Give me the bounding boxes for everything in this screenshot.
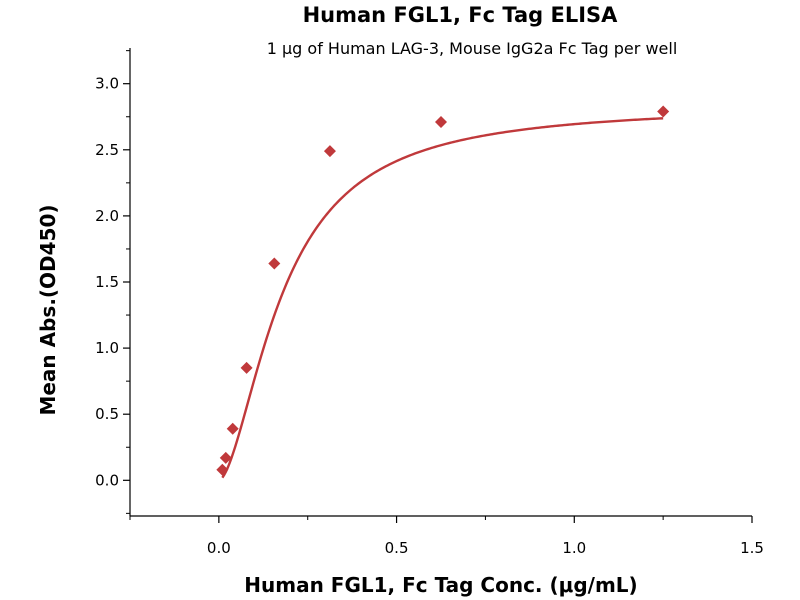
y-tick-label: 0.0 (95, 471, 119, 489)
x-axis-label: Human FGL1, Fc Tag Conc. (μg/mL) (244, 573, 637, 597)
x-tick-label: 0.5 (385, 539, 409, 557)
data-point (216, 463, 229, 476)
data-point (657, 105, 670, 118)
x-ticks: 0.0 0.5 1.0 1.5 (129, 516, 764, 557)
fit-curve (221, 117, 664, 479)
data-point (226, 422, 239, 435)
y-ticks: 0.0 0.5 1.0 1.5 2.0 2.5 3.0 (95, 50, 130, 514)
x-tick-label: 1.5 (740, 539, 764, 557)
chart-title: Human FGL1, Fc Tag ELISA (303, 3, 619, 27)
x-tick-label: 1.0 (562, 539, 586, 557)
y-tick-label: 3.0 (95, 75, 119, 93)
chart-subtitle: 1 μg of Human LAG-3, Mouse IgG2a Fc Tag … (267, 39, 678, 58)
data-point (268, 257, 281, 270)
data-point (219, 451, 232, 464)
data-point (240, 361, 253, 374)
y-tick-label: 0.5 (95, 405, 119, 423)
data-point (435, 116, 447, 129)
y-tick-label: 1.5 (95, 273, 119, 291)
data-point (323, 145, 336, 158)
y-tick-label: 2.0 (95, 207, 119, 225)
y-tick-label: 1.0 (95, 339, 119, 357)
x-tick-label: 0.0 (207, 539, 231, 557)
y-tick-label: 2.5 (95, 141, 119, 159)
y-axis-label: Mean Abs.(OD450) (36, 204, 60, 415)
data-points (216, 105, 670, 476)
